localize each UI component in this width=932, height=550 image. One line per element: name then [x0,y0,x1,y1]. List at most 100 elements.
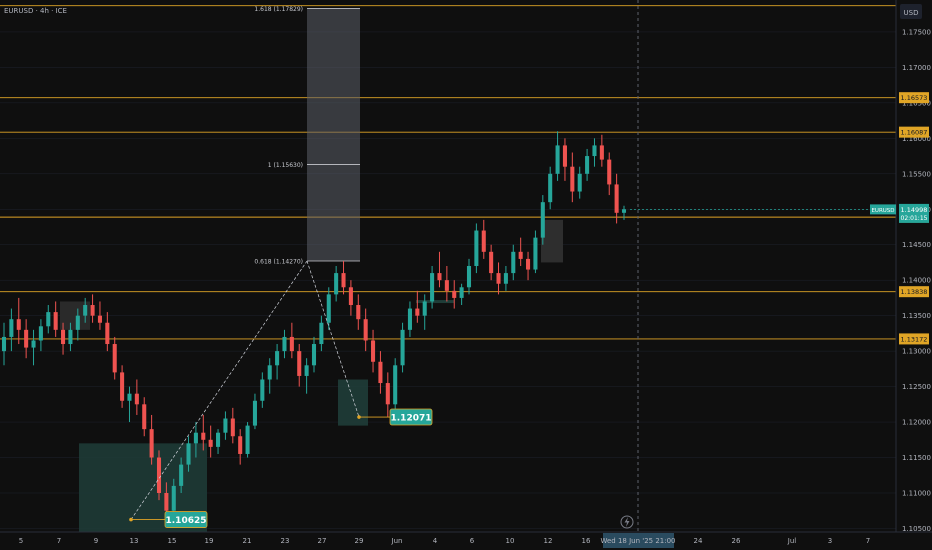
candle-body [83,305,88,316]
time-tick-label: 19 [205,537,214,545]
level-price-tag [899,286,929,298]
candle-body [466,266,472,288]
candle-body [260,379,265,401]
symbol-tag [870,204,896,215]
candle-body [238,436,243,454]
time-tick-label: 6 [470,537,475,545]
highlight-zones [60,219,563,532]
candle-body [171,485,176,511]
candle-body [304,365,309,376]
candle-body [105,322,110,345]
candle-body [201,432,206,440]
price-axis-ticks: 1.175001.170001.165001.160001.155001.150… [902,28,931,533]
candle-body [311,344,317,366]
candle-body [223,418,228,433]
candle-body [75,315,80,330]
candle-body [378,361,383,384]
candle-body [208,439,213,447]
candle-body [577,173,582,192]
price-tick-label: 1.10500 [902,525,931,533]
price-tick-label: 1.14000 [902,277,931,285]
price-tick-label: 1.16000 [902,135,931,143]
base-line-zone [416,300,454,304]
current-price-tag [899,203,929,223]
time-tick-label: 7 [57,537,61,545]
candle-body [562,145,567,167]
horizontal-levels [0,5,896,340]
candle-body [230,418,235,437]
candle-body [555,145,560,174]
candle-body [275,351,280,366]
consolidation-box [541,219,563,263]
swing-low-dot [129,517,133,522]
swing-leg-up [130,260,308,520]
time-tick-label: 26 [732,537,741,545]
price-tick-label: 1.12500 [902,383,931,391]
fib-level-label: 0.618 (1.14270) [254,259,303,266]
candle-body [393,365,398,405]
time-tick-label: 16 [582,537,591,545]
candle-body [496,273,501,284]
candle-body [53,312,58,330]
time-tick-label: 7 [866,537,870,545]
price-tick-label: 1.11500 [902,454,931,462]
candle-body [489,251,494,274]
candle-body [371,340,376,362]
candle-body [112,344,117,373]
candle-body [385,383,390,405]
candle-body [474,230,479,266]
swing-low-badge [164,511,208,528]
candle-body [607,159,612,185]
candle-body [16,319,21,330]
fib-level-label: 1.618 (1.17829) [254,6,303,13]
candle-body [459,287,464,298]
crosshair-time-badge [603,533,674,548]
price-axis[interactable] [896,0,932,532]
time-tick-label: 12 [544,537,553,545]
symbol-info: EURUSD · 4h · ICE [4,7,67,15]
fib-extension-box [307,8,360,262]
time-axis[interactable] [0,532,932,550]
candle-body [193,432,198,444]
candle-body [319,322,324,345]
time-tick-label: 3 [828,537,832,545]
time-tick-label: 4 [433,537,438,545]
candle-body [1,336,7,352]
currency-badge[interactable] [900,4,922,19]
time-tick-label: 21 [243,537,252,545]
price-tick-label: 1.17000 [902,64,931,72]
time-tick-label: 5 [19,537,23,545]
candle-body [289,336,294,352]
fib-level-label: 1 (1.15630) [268,162,303,169]
candle-body [621,209,627,213]
candle-body [326,294,331,323]
candle-body [348,287,353,306]
level-price-label: 1.13838 [901,288,928,296]
price-tick-label: 1.12000 [902,419,931,427]
candle-body [407,308,412,330]
candle-body [400,329,405,366]
time-tick-label: Jul [787,537,797,545]
candle-body [149,429,154,458]
price-tick-label: 1.15500 [902,170,931,178]
price-axis-tags: 1.165731.160871.148891.138381.13172EURUS… [870,92,929,345]
swing-low-badge [389,408,433,426]
countdown-label: 02:01:15 [901,215,928,222]
lightning-icon[interactable] [620,515,634,529]
time-tick-label: 27 [318,537,327,545]
time-tick-label: 23 [281,537,290,545]
time-tick-label: 10 [506,537,515,545]
candle-body [127,393,132,401]
candle-body [252,400,257,426]
candle-body [282,336,287,352]
swing-leg-down [306,260,360,418]
time-axis-ticks: 5 7 9 13 15 19 21 23 27 29 Jun 4 6 10 12 16 24 26 Jul 3 7 [19,537,870,545]
price-tick-label: 1.17500 [902,28,931,36]
time-tick-label: 9 [94,537,98,545]
candle-body [570,166,575,192]
candle-body [444,280,449,291]
candle-body [533,237,538,270]
candle-body [31,340,36,348]
candle-body [120,372,125,401]
